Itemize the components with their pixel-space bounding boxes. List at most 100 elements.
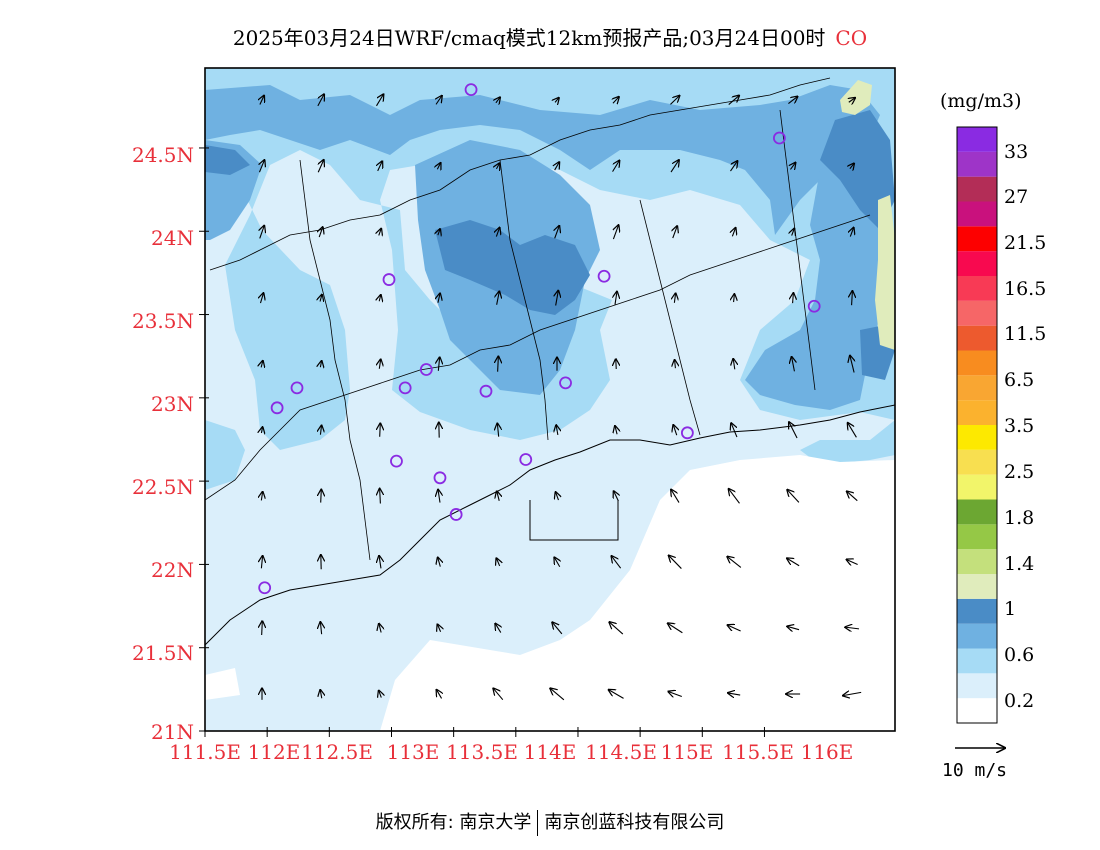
wind-vector-15: [496, 163, 499, 169]
wind-vector-26: [496, 227, 499, 237]
wind-vector-86: [787, 558, 800, 567]
colorbar-swatch-0: [957, 698, 997, 723]
wind-vector-33: [260, 293, 263, 304]
wind-reference-label: 10 m/s: [942, 760, 1008, 781]
wind-vector-20: [790, 163, 795, 170]
wind-vector-80: [438, 557, 441, 567]
wind-vector-64: [789, 422, 798, 439]
colorbar-swatch-16: [957, 300, 997, 326]
wind-vector-10: [849, 98, 855, 102]
colorbar-swatch-6: [957, 549, 997, 574]
wind-vector-13: [378, 161, 383, 172]
colorbar-label-11-5: 11.5: [1004, 323, 1047, 345]
wind-vector-93: [552, 622, 563, 635]
wind-vector-40: [674, 293, 675, 303]
footer-separator: [537, 810, 539, 836]
wind-vector-21: [850, 163, 854, 168]
wind-vector-52: [733, 359, 735, 370]
colorbar-swatch-19: [957, 226, 997, 252]
lat-label-21n: 21N: [151, 720, 194, 744]
wind-vector-51: [675, 360, 676, 369]
lon-label-113-5e: 113.5E: [446, 740, 518, 764]
station-marker-13: [433, 471, 447, 485]
chart-title: 2025年03月24日WRF/cmaq模式12km预报产品;03月24日00时 C…: [0, 22, 1100, 51]
colorbar-label-1-8: 1.8: [1004, 507, 1035, 529]
colorbar-swatch-1: [957, 673, 997, 699]
wind-vector-76: [847, 491, 858, 502]
lat-label-23n: 23N: [151, 392, 194, 416]
colorbar-swatch-12: [957, 400, 997, 425]
wind-vector-1: [317, 94, 324, 107]
lat-label-22-5n: 22.5N: [131, 475, 194, 499]
wind-vector-106: [668, 692, 682, 697]
wind-vector-29: [673, 226, 677, 239]
wind-vector-105: [608, 690, 624, 699]
lon-label-114e: 114E: [523, 740, 577, 764]
station-marker-12: [390, 454, 403, 468]
station-marker-16: [258, 581, 272, 595]
wind-vector-96: [727, 625, 741, 632]
colorbar-label-2-5: 2.5: [1004, 461, 1035, 483]
wind-vector-74: [729, 489, 740, 504]
wind-vector-89: [320, 622, 321, 635]
footer-left: 版权所有: 南京大学: [375, 812, 532, 833]
wind-vector-16: [555, 162, 560, 171]
lon-label-113e: 113E: [386, 740, 440, 764]
wind-vector-101: [379, 690, 382, 697]
wind-vector-82: [554, 557, 559, 568]
colorbar-swatch-22: [957, 151, 997, 177]
colorbar-label-0-2: 0.2: [1004, 690, 1035, 712]
wind-vector-14: [437, 163, 440, 169]
wind-vector-18: [670, 160, 679, 173]
colorbar-swatch-2: [957, 648, 997, 674]
wind-vector-57: [380, 423, 381, 437]
wind-vector-3: [436, 96, 442, 105]
lat-label-24n: 24N: [151, 226, 194, 250]
colorbar-swatch-13: [957, 375, 997, 401]
wind-vector-94: [609, 622, 624, 635]
wind-vector-65: [848, 423, 857, 438]
wind-vector-59: [497, 423, 498, 437]
lon-label-115-5e: 115.5E: [722, 740, 794, 764]
station-marker-14: [519, 453, 533, 466]
concentration-field: [205, 68, 895, 731]
wind-vector-73: [671, 489, 680, 503]
wind-vector-25: [438, 229, 440, 235]
wind-vector-85: [727, 557, 742, 568]
station-marker-9: [290, 381, 304, 395]
wind-vector-56: [320, 425, 321, 435]
wind-vector-61: [615, 426, 617, 435]
colorbar-swatch-18: [957, 251, 997, 276]
colorbar-label-6-5: 6.5: [1004, 369, 1035, 391]
wind-vectors: [259, 94, 862, 701]
colorbar-swatch-8: [957, 499, 997, 525]
colorbar-swatch-4: [957, 598, 997, 624]
station-marker-4: [807, 299, 821, 313]
colorbar-label-1: 1: [1004, 598, 1017, 620]
station-marker-10: [270, 401, 284, 415]
station-marker-7: [479, 384, 493, 398]
wind-vector-72: [614, 491, 619, 502]
wind-vector-107: [728, 693, 741, 695]
wind-vector-34: [320, 295, 322, 302]
colorbar-swatch-5: [957, 574, 997, 599]
colorbar-frame: [956, 126, 998, 724]
wind-vector-83: [611, 556, 622, 569]
colorbar-label-21-5: 21.5: [1004, 232, 1047, 254]
station-marker-3: [382, 273, 396, 286]
wind-vector-53: [792, 357, 795, 372]
wind-vector-55: [261, 427, 262, 433]
station-marker-5: [419, 363, 433, 376]
wind-vector-79: [379, 556, 381, 569]
wind-vector-28: [613, 225, 618, 240]
station-marker-6: [398, 381, 412, 395]
wind-vector-66: [261, 492, 262, 501]
colorbar-swatch-9: [957, 474, 997, 500]
colorbar-swatch-21: [957, 176, 997, 202]
station-marker-15: [449, 508, 463, 521]
colorbar-swatch-23: [957, 127, 997, 152]
wind-vector-68: [380, 488, 381, 504]
wind-vector-30: [732, 228, 735, 237]
wind-vector-92: [495, 623, 501, 633]
wind-vector-24: [379, 229, 381, 236]
